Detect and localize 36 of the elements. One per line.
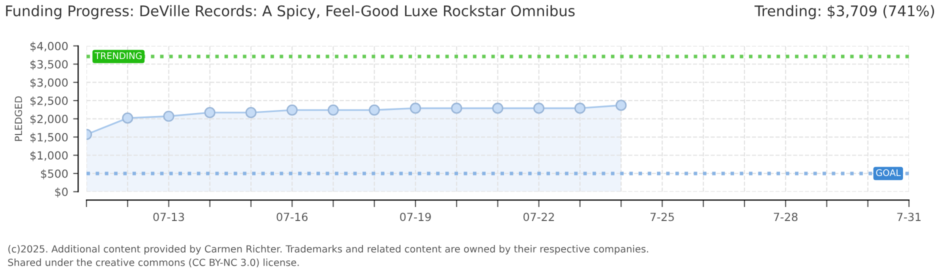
x-tick-label: 07-19 bbox=[400, 212, 431, 222]
text: (c)2025. Additional content provided by Carmen Richter. Trademarks and related content are owned by their respective companies. bbox=[8, 245, 648, 254]
x-tick-label: 7-25 bbox=[650, 212, 674, 222]
text: Trending: $3,709 (741%) bbox=[754, 5, 934, 20]
ref-line-label: GOAL bbox=[876, 169, 901, 176]
ref-line-label: TRENDING bbox=[94, 52, 142, 60]
x-tick-label: 07-13 bbox=[153, 212, 184, 222]
y-tick-label: $3,000 bbox=[30, 78, 68, 88]
point bbox=[122, 112, 134, 124]
chart-title: Funding Progress: DeVille Records: A Spicy, Feel-Good Luxe Rockstar Omnibus bbox=[6, 5, 575, 20]
x-tick-label: 7-28 bbox=[774, 212, 798, 222]
text: Shared under the creative commons (CC BY-NC 3.0) license. bbox=[8, 258, 299, 268]
point bbox=[328, 104, 339, 116]
point bbox=[286, 104, 298, 116]
x-tick-label: 07-22 bbox=[523, 212, 554, 222]
point bbox=[410, 102, 422, 114]
point bbox=[533, 102, 544, 114]
point bbox=[368, 104, 380, 116]
point bbox=[574, 102, 586, 114]
x-tick-label: 07-16 bbox=[276, 212, 308, 222]
y-tick-label: $0 bbox=[55, 187, 68, 198]
x-tick-label: 7-31 bbox=[897, 212, 921, 222]
y-tick-label: $1,000 bbox=[30, 151, 68, 162]
point bbox=[451, 102, 462, 114]
y-axis-title: PLEDGED bbox=[14, 96, 22, 141]
point bbox=[204, 107, 216, 118]
y-tick-label: $3,500 bbox=[30, 60, 68, 70]
y-tick-label: $4,000 bbox=[30, 42, 68, 52]
y-tick-label: $2,000 bbox=[30, 114, 68, 125]
point bbox=[616, 100, 627, 111]
point bbox=[163, 110, 174, 122]
y-tick-label: $1,500 bbox=[30, 132, 68, 143]
y-tick-label: $2,500 bbox=[30, 96, 68, 106]
y-tick-label: $500 bbox=[41, 169, 68, 180]
point bbox=[245, 107, 257, 118]
point bbox=[492, 102, 504, 114]
